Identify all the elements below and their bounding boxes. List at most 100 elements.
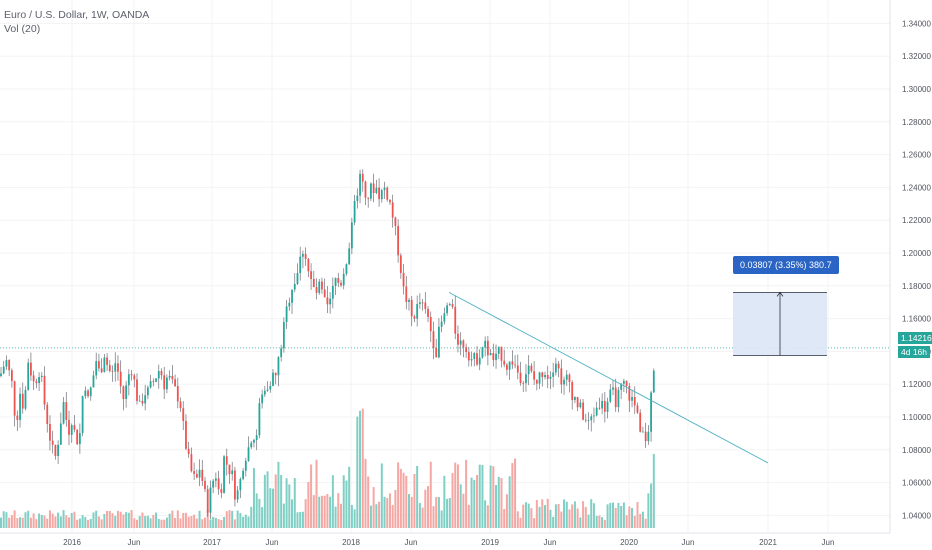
candle-body: [609, 389, 612, 402]
price-tick-label: 1.16000: [902, 315, 931, 324]
candle-body: [288, 302, 291, 307]
time-axis[interactable]: [0, 533, 890, 550]
candle-body: [250, 442, 253, 448]
candle-body: [497, 346, 500, 354]
volume-bar: [307, 481, 310, 528]
price-tick-label: 1.04000: [902, 511, 931, 520]
candle-body: [454, 306, 457, 334]
candle-body: [612, 387, 614, 390]
volume-bar: [546, 498, 549, 528]
candle-body: [321, 281, 323, 290]
volume-bar: [437, 497, 440, 528]
candle-body: [261, 394, 264, 404]
candle-body: [209, 487, 212, 513]
candle-body: [603, 400, 606, 412]
volume-bar: [364, 458, 367, 528]
volume-bar: [171, 510, 174, 528]
volume-bar: [54, 516, 57, 528]
volume-bar: [552, 516, 555, 528]
trendline-drawing[interactable]: [448, 291, 769, 464]
candle-body: [492, 353, 495, 360]
volume-bar: [144, 516, 147, 528]
volume-bar: [291, 499, 294, 528]
candle-body: [136, 379, 138, 401]
candle-body: [291, 289, 293, 303]
volume-bar: [299, 512, 302, 528]
candle-body: [642, 431, 644, 433]
volume-bar: [220, 519, 223, 528]
volume-bar: [334, 506, 337, 528]
candle-body: [563, 379, 565, 385]
volume-bar: [97, 516, 100, 528]
volume-bar: [524, 502, 527, 528]
candle-body: [601, 400, 604, 409]
volume-bar: [27, 510, 30, 528]
candle-body: [2, 366, 5, 374]
candle-body: [636, 405, 639, 413]
volume-bar: [340, 503, 342, 528]
volume-bar: [514, 458, 517, 528]
candle-body: [579, 402, 582, 408]
volume-bar: [587, 514, 590, 528]
chart-legend: Euro / U.S. Dollar, 1W, OANDA Vol (20): [4, 8, 149, 36]
volume-bar: [617, 502, 620, 528]
volume-bar: [274, 474, 277, 528]
candle-body: [606, 401, 609, 412]
volume-bar: [138, 516, 141, 528]
candle-body: [176, 386, 179, 402]
candle-body: [282, 322, 285, 349]
price-axis[interactable]: [890, 0, 932, 533]
candle-body: [383, 187, 386, 191]
volume-bar: [361, 408, 364, 528]
volume-bar: [489, 465, 492, 528]
candle-body: [617, 389, 620, 408]
candle-body: [231, 470, 234, 475]
volume-bar: [530, 508, 533, 528]
candle-body: [310, 271, 312, 279]
candle-body: [652, 370, 655, 393]
volume-bar: [421, 507, 424, 528]
volume-bar: [476, 475, 478, 528]
volume-bar: [242, 516, 245, 528]
volume-bar: [639, 513, 642, 528]
volume-indicator-title[interactable]: Vol (20): [4, 23, 41, 35]
volume-bar: [10, 515, 13, 528]
volume-bar: [179, 518, 182, 528]
candle-body: [65, 402, 68, 420]
candle-body: [103, 357, 106, 373]
candle-body: [446, 305, 448, 314]
price-range-measure[interactable]: [733, 291, 827, 356]
volume-bar: [288, 484, 291, 528]
candle-body: [503, 360, 506, 365]
volume-bar: [598, 515, 601, 528]
candle-body: [465, 347, 468, 353]
candle-body: [538, 372, 541, 384]
candle-body: [560, 368, 563, 385]
candle-body: [527, 365, 530, 375]
candle-body: [266, 389, 269, 391]
candle-body: [364, 181, 367, 198]
price-tick-label: 1.32000: [902, 52, 931, 61]
volume-bar: [13, 510, 16, 528]
symbol-title[interactable]: Euro / U.S. Dollar, 1W, OANDA: [4, 9, 150, 21]
volume-bar: [473, 479, 476, 528]
candle-body: [35, 381, 38, 384]
volume-bar: [5, 512, 8, 528]
candle-body: [206, 489, 209, 513]
volume-bar: [76, 519, 79, 528]
candle-body: [631, 397, 633, 401]
candle-body: [318, 281, 321, 293]
volume-bar: [612, 502, 614, 528]
volume-bar: [625, 515, 628, 528]
candle-body: [168, 375, 171, 378]
candle-body: [76, 429, 79, 445]
candle-body: [323, 289, 326, 298]
candle-body: [146, 387, 149, 396]
candle-body: [174, 379, 176, 387]
candle-body: [516, 365, 519, 373]
price-tick-label: 1.26000: [902, 151, 931, 160]
candle-body: [484, 340, 487, 348]
volume-bar: [631, 508, 634, 528]
volume-bar: [193, 514, 196, 528]
